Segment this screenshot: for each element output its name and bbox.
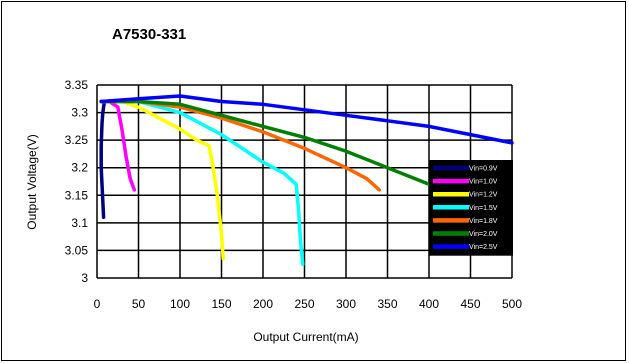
legend: Vin=0.9V Vin=1.0V Vin=1.2V Vin=1.5V Vin=1.8V… <box>429 160 513 256</box>
legend-label: Vin=1.8V <box>469 218 498 225</box>
x-tick-label: 350 <box>377 297 397 311</box>
legend-label: Vin=1.0V <box>469 179 498 186</box>
y-tick-label: 3.15 <box>65 188 89 202</box>
y-tick-label: 3 <box>81 271 88 285</box>
series-line <box>99 99 305 266</box>
x-tick-label: 450 <box>460 297 480 311</box>
legend-label: Vin=2.5V <box>469 244 498 251</box>
x-tick-label: 50 <box>132 297 146 311</box>
x-tick-label: 250 <box>294 297 314 311</box>
y-tick-label: 3.25 <box>65 133 89 147</box>
x-axis-label: Output Current(mA) <box>253 330 358 344</box>
x-tick-label: 300 <box>336 297 356 311</box>
y-axis-label: Output Voltage(V) <box>25 134 39 229</box>
series-lines <box>99 94 514 266</box>
series-line <box>99 99 107 220</box>
x-tick-label: 0 <box>94 297 101 311</box>
axes: 0 50 100 150 200 250 300 350 400 450 500 3 3.05 3.1 3.… <box>65 78 523 311</box>
legend-label: Vin=0.9V <box>469 166 498 173</box>
chart-title: A7530-331 <box>112 26 186 43</box>
y-tick-label: 3.35 <box>65 78 89 92</box>
series-line <box>99 99 137 192</box>
legend-label: Vin=2.0V <box>469 231 498 238</box>
y-tick-label: 3.05 <box>65 243 89 257</box>
x-tick-label: 400 <box>419 297 439 311</box>
y-tick-label: 3.3 <box>71 106 88 120</box>
legend-label: Vin=1.2V <box>469 192 498 199</box>
x-tick-label: 150 <box>211 297 231 311</box>
x-tick-label: 200 <box>253 297 273 311</box>
series-line <box>99 99 456 198</box>
series-line <box>99 99 225 261</box>
series-line <box>99 94 514 145</box>
x-tick-label: 100 <box>170 297 190 311</box>
y-tick-label: 3.1 <box>71 216 88 230</box>
legend-label: Vin=1.5V <box>469 205 498 212</box>
y-tick-label: 3.2 <box>71 161 88 175</box>
x-tick-label: 500 <box>502 297 522 311</box>
